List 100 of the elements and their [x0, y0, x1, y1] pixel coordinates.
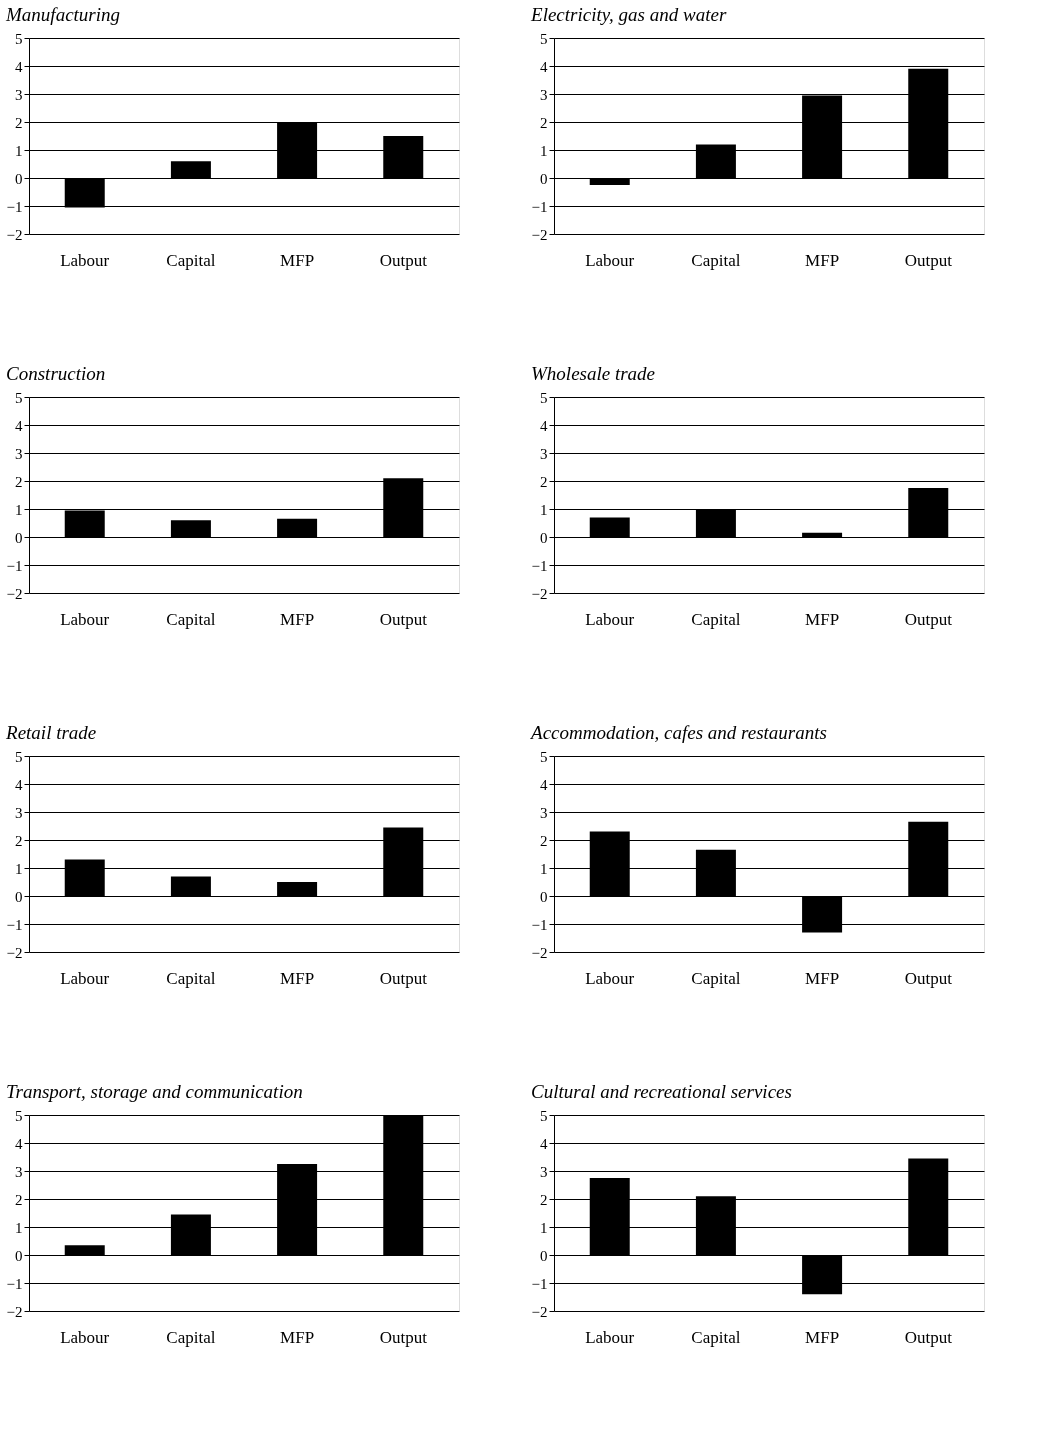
x-tick-label: Output — [904, 609, 953, 629]
x-tick-label: Capital — [691, 250, 741, 270]
y-tick-label: 5 — [15, 30, 23, 47]
x-tick-label: Output — [379, 609, 428, 629]
y-tick-label: −2 — [6, 226, 23, 243]
x-tick-label: MFP — [805, 609, 840, 629]
chart-title: Electricity, gas and water — [530, 4, 727, 25]
x-tick-label: Capital — [691, 1327, 741, 1347]
y-tick-label: 1 — [15, 142, 23, 159]
y-tick-label: 0 — [540, 529, 548, 546]
x-tick-label: Capital — [166, 250, 216, 270]
y-tick-label: 1 — [540, 501, 548, 518]
y-tick-label: −2 — [6, 1303, 23, 1320]
y-tick-label: 4 — [15, 1135, 23, 1152]
x-tick-label: Output — [379, 250, 428, 270]
y-tick-label: 4 — [540, 58, 548, 75]
y-tick-label: 4 — [540, 1135, 548, 1152]
y-tick-label: 3 — [540, 1163, 548, 1180]
y-tick-label: 1 — [15, 1219, 23, 1236]
y-tick-label: −1 — [6, 1275, 23, 1292]
y-tick-label: 3 — [15, 1163, 23, 1180]
x-tick-label: Labour — [585, 1327, 635, 1347]
y-tick-label: 2 — [540, 114, 548, 131]
y-tick-label: 3 — [15, 86, 23, 103]
y-tick-label: 0 — [15, 170, 23, 187]
y-tick-label: 1 — [540, 142, 548, 159]
chart-title: Accommodation, cafes and restaurants — [529, 722, 827, 743]
x-tick-label: MFP — [280, 1327, 315, 1347]
x-tick-label: MFP — [280, 968, 315, 988]
x-tick-label: Output — [904, 968, 953, 988]
y-tick-label: −1 — [6, 557, 23, 574]
y-tick-label: 0 — [15, 1247, 23, 1264]
x-tick-label: Capital — [691, 968, 741, 988]
y-tick-label: 2 — [15, 832, 23, 849]
y-tick-label: 4 — [540, 417, 548, 434]
x-tick-label: Labour — [585, 968, 635, 988]
x-tick-label: Output — [379, 1327, 428, 1347]
x-tick-label: Output — [379, 968, 428, 988]
y-tick-label: 1 — [540, 1219, 548, 1236]
chart-title: Construction — [6, 363, 106, 384]
x-tick-label: MFP — [280, 250, 315, 270]
x-tick-label: Output — [904, 1327, 953, 1347]
chart-title: Wholesale trade — [531, 363, 656, 384]
y-tick-label: 4 — [15, 417, 23, 434]
y-tick-label: 0 — [15, 529, 23, 546]
y-tick-label: −2 — [6, 585, 23, 602]
y-tick-label: 2 — [540, 832, 548, 849]
y-tick-label: 2 — [15, 1191, 23, 1208]
y-tick-label: −1 — [531, 1275, 548, 1292]
chart-title: Cultural and recreational services — [531, 1081, 792, 1102]
y-tick-label: 4 — [540, 776, 548, 793]
x-tick-label: Labour — [60, 609, 110, 629]
x-tick-label: Labour — [60, 250, 110, 270]
x-tick-label: Capital — [166, 1327, 216, 1347]
y-tick-label: 5 — [540, 748, 548, 765]
y-tick-label: 5 — [540, 1107, 548, 1124]
y-tick-label: 2 — [540, 473, 548, 490]
y-tick-label: 2 — [15, 114, 23, 131]
y-tick-label: 3 — [540, 804, 548, 821]
x-tick-label: Output — [904, 250, 953, 270]
y-tick-label: 3 — [15, 445, 23, 462]
x-tick-label: Capital — [691, 609, 741, 629]
y-tick-label: −2 — [531, 585, 548, 602]
chart-title: Transport, storage and communication — [6, 1081, 303, 1102]
x-tick-label: Capital — [166, 609, 216, 629]
y-tick-label: −1 — [6, 916, 23, 933]
y-tick-label: 0 — [540, 1247, 548, 1264]
y-tick-label: 3 — [540, 86, 548, 103]
chart-title: Retail trade — [5, 722, 97, 743]
y-tick-label: 2 — [15, 473, 23, 490]
y-tick-label: 5 — [540, 389, 548, 406]
chart-title: Manufacturing — [5, 4, 121, 25]
y-tick-label: 2 — [540, 1191, 548, 1208]
y-tick-label: 0 — [540, 170, 548, 187]
y-tick-label: 0 — [540, 888, 548, 905]
x-tick-label: MFP — [805, 1327, 840, 1347]
y-tick-label: −2 — [6, 944, 23, 961]
y-tick-label: 3 — [540, 445, 548, 462]
y-tick-label: −1 — [531, 557, 548, 574]
y-tick-label: −1 — [531, 198, 548, 215]
x-tick-label: Capital — [166, 968, 216, 988]
y-tick-label: −1 — [6, 198, 23, 215]
y-tick-label: −2 — [531, 944, 548, 961]
y-tick-label: 0 — [15, 888, 23, 905]
y-tick-label: 5 — [15, 389, 23, 406]
x-tick-label: Labour — [60, 1327, 110, 1347]
x-tick-label: MFP — [805, 968, 840, 988]
y-tick-label: 5 — [540, 30, 548, 47]
y-tick-label: −1 — [531, 916, 548, 933]
x-tick-label: MFP — [805, 250, 840, 270]
y-tick-label: 4 — [15, 776, 23, 793]
y-tick-label: 1 — [15, 860, 23, 877]
x-tick-label: MFP — [280, 609, 315, 629]
y-tick-label: 4 — [15, 58, 23, 75]
x-tick-label: Labour — [60, 968, 110, 988]
y-tick-label: 1 — [540, 860, 548, 877]
y-tick-label: 3 — [15, 804, 23, 821]
x-tick-label: Labour — [585, 609, 635, 629]
x-tick-label: Labour — [585, 250, 635, 270]
y-tick-label: −2 — [531, 1303, 548, 1320]
